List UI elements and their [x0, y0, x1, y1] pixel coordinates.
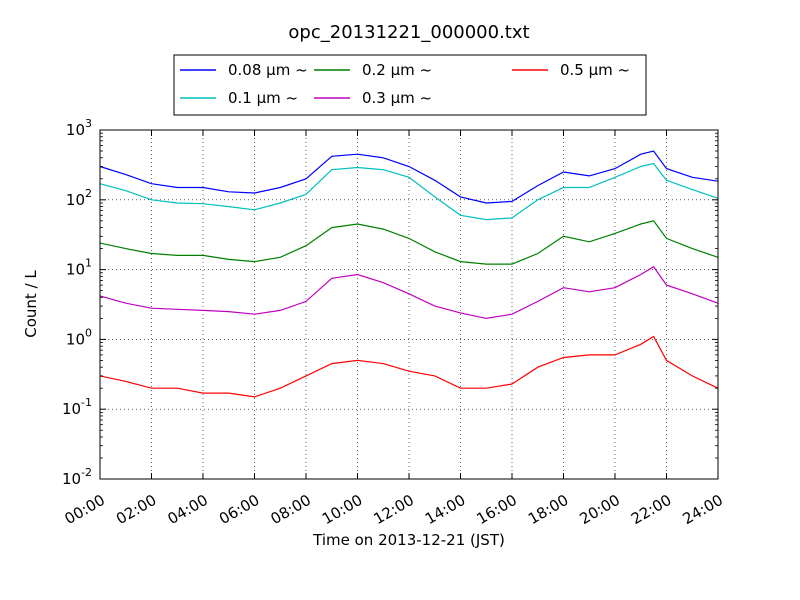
y-tick-label: 10-2	[62, 466, 92, 488]
y-tick-label: 103	[66, 117, 92, 139]
y-tick-label: 10-1	[62, 396, 92, 418]
chart-title: opc_20131221_000000.txt	[288, 22, 529, 43]
x-tick-label: 22:00	[628, 491, 674, 528]
x-tick-label: 02:00	[113, 491, 159, 528]
y-tick-label: 102	[66, 187, 92, 209]
series-line-4	[99, 265, 719, 320]
x-tick-label: 24:00	[680, 491, 726, 528]
x-tick-label: 08:00	[268, 491, 314, 528]
legend: 0.08 μm ~ 0.1 μm ~ 0.2 μm ~ 0.3 μm ~ 0.5 μm …	[173, 54, 647, 116]
ticks	[99, 129, 719, 480]
series-line-3	[99, 220, 719, 265]
legend-label: 0.3 μm ~	[362, 89, 432, 107]
x-tick-label: 18:00	[525, 491, 571, 528]
series-line-2	[99, 162, 719, 221]
legend-label: 0.5 μm ~	[560, 61, 630, 79]
x-tick-label: 14:00	[422, 491, 468, 528]
legend-label: 0.1 μm ~	[228, 89, 298, 107]
grid	[100, 130, 718, 479]
legend-box	[173, 54, 647, 116]
x-tick-label: 16:00	[474, 491, 520, 528]
x-tick-label: 06:00	[216, 491, 262, 528]
x-tick-label: 10:00	[319, 491, 365, 528]
legend-label: 0.08 μm ~	[228, 61, 308, 79]
x-tick-label: 20:00	[577, 491, 623, 528]
y-tick-label: 100	[66, 326, 92, 348]
x-tick-labels: 00:00 02:00 04:00 06:00 08:00 10:00 12:00 14:00…	[62, 491, 726, 528]
y-axis-label: Count / L	[22, 270, 40, 338]
x-tick-label: 12:00	[371, 491, 417, 528]
x-tick-label: 04:00	[165, 491, 211, 528]
x-axis-label: Time on 2013-12-21 (JST)	[312, 531, 505, 549]
series-line-1	[99, 150, 719, 204]
x-tick-label: 00:00	[62, 491, 108, 528]
series-line-5	[99, 335, 719, 398]
y-tick-labels: 10-2 10-1 100 101 102 103	[62, 117, 92, 488]
series-layer	[99, 150, 719, 398]
y-tick-label: 101	[66, 257, 92, 279]
legend-label: 0.2 μm ~	[362, 61, 432, 79]
